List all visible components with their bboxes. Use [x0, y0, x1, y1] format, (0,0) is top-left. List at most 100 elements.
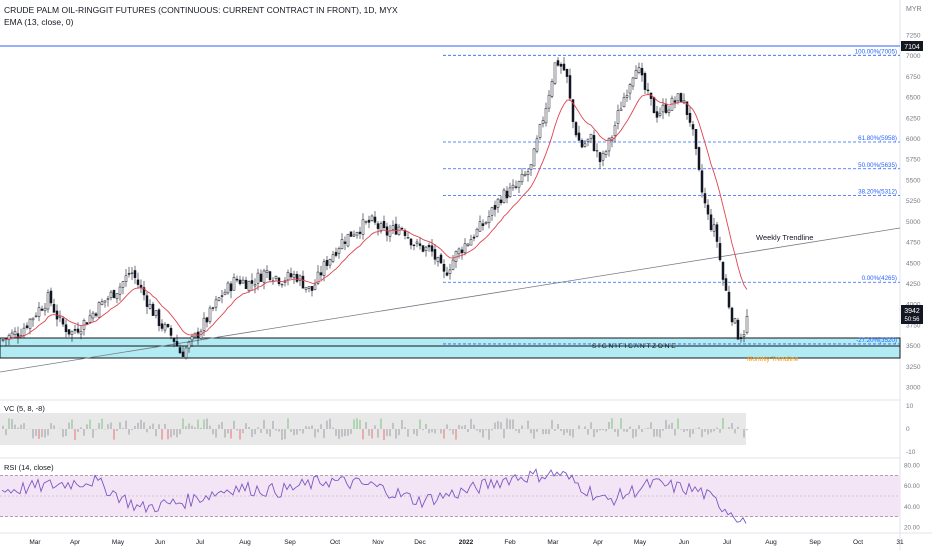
bull-candle: [70, 330, 74, 335]
price-tick-label: 7250: [906, 33, 921, 40]
bull-candle: [322, 261, 326, 276]
rsi-tick-label: 80.00: [904, 463, 920, 470]
bull-candle: [532, 148, 536, 167]
bear-candle: [157, 309, 161, 327]
bull-candle: [622, 97, 626, 108]
bull-candle: [634, 70, 638, 79]
bull-candle: [340, 239, 344, 250]
bull-candle: [88, 315, 92, 323]
bear-candle: [709, 214, 713, 230]
bear-candle: [373, 216, 377, 223]
bear-candle: [514, 186, 518, 188]
bear-candle: [376, 223, 380, 229]
bull-candle: [667, 109, 671, 113]
bull-candle: [475, 228, 479, 237]
bear-candle: [643, 73, 647, 90]
bull-candle: [550, 81, 554, 97]
bull-candle: [544, 108, 548, 124]
bull-candle: [388, 230, 392, 237]
bull-candle: [487, 216, 491, 223]
bear-candle: [493, 205, 497, 210]
bear-candle: [697, 147, 701, 170]
bear-candle: [343, 241, 347, 244]
bull-candle: [214, 299, 218, 308]
bear-candle: [571, 99, 575, 122]
price-tick-label: 3750: [906, 322, 921, 329]
bull-candle: [604, 151, 608, 156]
time-axis-label: Mar: [29, 539, 41, 546]
bull-candle: [328, 259, 332, 266]
bear-candle: [52, 304, 56, 313]
bull-candle: [58, 315, 62, 318]
bull-candle: [535, 138, 539, 152]
bear-candle: [301, 275, 305, 289]
bear-candle: [646, 89, 650, 92]
bull-candle: [115, 293, 119, 300]
monthly-trendline-label: Monthly Trendline: [747, 356, 799, 363]
bull-candle: [217, 297, 221, 301]
bull-candle: [280, 283, 284, 286]
bull-candle: [154, 310, 158, 316]
price-tick-label: 3000: [906, 385, 921, 392]
fib-level-label: 50.00%(5635): [858, 162, 897, 169]
bull-candle: [202, 317, 206, 331]
price-tick-label: 4250: [906, 281, 921, 288]
bear-candle: [268, 271, 272, 280]
bull-candle: [553, 62, 557, 84]
bull-candle: [478, 221, 482, 232]
bull-candle: [304, 287, 308, 290]
bear-candle: [289, 273, 293, 278]
bear-candle: [40, 308, 44, 311]
ema-line: [2, 94, 748, 341]
bull-candle: [613, 125, 617, 136]
bull-candle: [46, 292, 50, 310]
vc-tick-label: 0: [906, 426, 910, 433]
time-axis-label: Dec: [414, 539, 426, 546]
bear-candle: [61, 318, 65, 325]
bear-candle: [721, 261, 725, 280]
bear-candle: [25, 325, 29, 329]
bear-candle: [439, 254, 443, 264]
bull-candle: [733, 318, 737, 324]
time-axis-label: Sep: [284, 539, 296, 546]
bull-candle: [541, 120, 545, 124]
time-axis-label: 31: [896, 539, 904, 546]
weekly-trendline[interactable]: [0, 227, 901, 373]
bull-candle: [469, 239, 473, 246]
bear-candle: [559, 63, 563, 67]
ema-indicator-legend[interactable]: EMA (13, close, 0): [4, 17, 74, 27]
vc-legend[interactable]: VC (5, 8, -8): [4, 404, 45, 413]
bull-candle: [106, 298, 110, 300]
bear-candle: [727, 291, 731, 308]
bear-candle: [562, 63, 566, 71]
price-tick-label: 3250: [906, 364, 921, 371]
bull-candle: [742, 334, 746, 337]
bull-candle: [316, 271, 320, 284]
bear-candle: [652, 97, 656, 114]
bull-candle: [712, 224, 716, 232]
bull-candle: [619, 108, 623, 111]
bear-candle: [580, 139, 584, 148]
price-tick-label: 5500: [906, 177, 921, 184]
bear-candle: [235, 278, 239, 281]
bull-candle: [523, 173, 527, 176]
vc-band: [0, 413, 746, 445]
bear-candle: [205, 317, 209, 323]
bull-candle: [745, 316, 749, 333]
bull-candle: [676, 93, 680, 102]
bear-candle: [67, 329, 71, 335]
vc-tick-label: 10: [906, 403, 914, 410]
bear-candle: [592, 135, 596, 152]
bull-candle: [379, 223, 383, 232]
bull-candle: [511, 184, 515, 189]
bear-candle: [565, 68, 569, 77]
price-tick-label: 7000: [906, 53, 921, 60]
rsi-legend[interactable]: RSI (14, close): [4, 463, 54, 472]
bull-candle: [448, 269, 452, 274]
bull-candle: [361, 219, 365, 235]
bull-candle: [589, 133, 593, 139]
price-tick-label: 6500: [906, 95, 921, 102]
bull-candle: [631, 77, 635, 87]
bear-candle: [724, 278, 728, 291]
